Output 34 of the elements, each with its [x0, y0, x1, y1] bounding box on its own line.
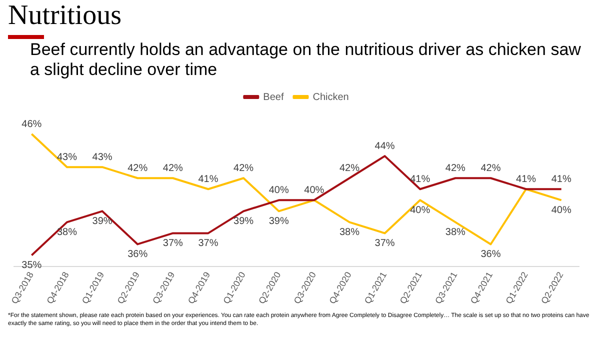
- data-label: 40%: [410, 204, 430, 216]
- data-label: 35%: [22, 260, 42, 271]
- data-label: 42%: [445, 162, 466, 174]
- data-label: 42%: [339, 162, 360, 174]
- data-label: 41%: [516, 174, 536, 185]
- data-label: 40%: [304, 184, 324, 196]
- data-label: 38%: [56, 226, 78, 238]
- chart-title: Nutritious: [8, 0, 122, 32]
- data-label: 40%: [551, 204, 572, 216]
- data-label: 36%: [128, 248, 148, 260]
- data-label: 46%: [22, 118, 42, 130]
- data-label: 37%: [162, 238, 184, 249]
- data-label: 37%: [374, 238, 395, 249]
- data-label: 39%: [234, 216, 254, 227]
- data-label: 42%: [128, 162, 148, 174]
- data-label: 42%: [480, 162, 501, 174]
- chart-subtitle: Beef currently holds an advantage on the nutritious driver as chicken saw a slight decline over time: [30, 40, 582, 80]
- data-label: 43%: [56, 152, 78, 163]
- data-label: 42%: [234, 162, 254, 174]
- data-label: 39%: [268, 216, 289, 227]
- data-label: 38%: [445, 226, 466, 238]
- data-label: 36%: [480, 248, 501, 260]
- legend-label: Chicken: [312, 92, 349, 103]
- data-label: 42%: [162, 162, 184, 174]
- data-label: 41%: [551, 174, 572, 185]
- data-label: 40%: [268, 184, 289, 196]
- legend-label: Beef: [263, 92, 284, 103]
- data-label: 44%: [374, 140, 395, 152]
- data-label: 43%: [92, 152, 112, 163]
- data-label: 41%: [410, 174, 430, 185]
- data-label: 39%: [92, 216, 112, 227]
- data-label: 38%: [339, 226, 360, 238]
- data-label: 37%: [198, 238, 218, 249]
- data-label: 41%: [198, 174, 218, 185]
